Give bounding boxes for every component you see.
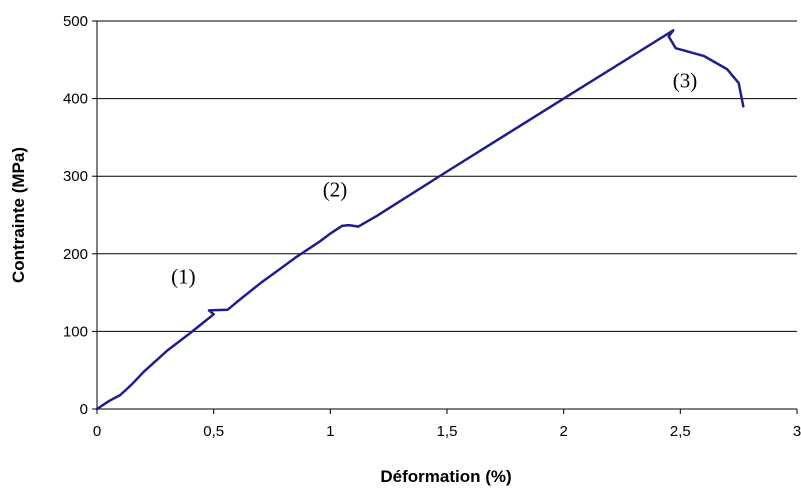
x-axis-ticks: 0 0,5 1 1,5 2 2,5 3 bbox=[93, 409, 801, 440]
x-tick-label-0: 0 bbox=[93, 423, 101, 440]
gridlines bbox=[97, 20, 797, 332]
annotations: (1) (2) (3) bbox=[171, 69, 697, 289]
y-tick-label-4: 400 bbox=[63, 91, 88, 108]
x-tick-label-2: 1 bbox=[326, 423, 334, 440]
annotation-2: (2) bbox=[323, 177, 348, 201]
annotation-3: (3) bbox=[673, 69, 698, 93]
y-tick-label-1: 100 bbox=[63, 323, 88, 340]
x-axis-title: Déformation (%) bbox=[380, 467, 511, 486]
annotation-1: (1) bbox=[171, 264, 196, 288]
y-tick-label-5: 500 bbox=[63, 13, 88, 30]
series-line-0 bbox=[95, 29, 745, 411]
x-tick-label-1: 0,5 bbox=[203, 423, 224, 440]
x-tick-label-3: 1,5 bbox=[437, 423, 458, 440]
x-tick-label-6: 3 bbox=[793, 423, 801, 440]
y-axis-title: Contrainte (MPa) bbox=[9, 147, 28, 283]
x-tick-label-5: 2,5 bbox=[670, 423, 691, 440]
y-axis-ticks: 0 100 200 300 400 500 bbox=[63, 13, 97, 418]
series-layer bbox=[95, 29, 745, 411]
y-tick-label-2: 200 bbox=[63, 246, 88, 263]
y-tick-label-0: 0 bbox=[80, 401, 88, 418]
y-tick-label-3: 300 bbox=[63, 168, 88, 185]
x-tick-label-4: 2 bbox=[559, 423, 567, 440]
